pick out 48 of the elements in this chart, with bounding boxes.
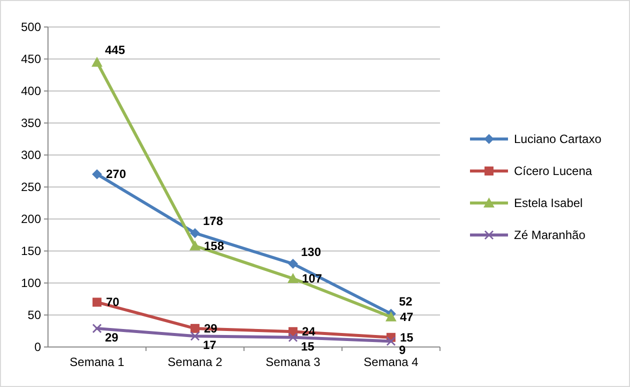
data-label: 158 (204, 238, 224, 253)
data-label: 24 (302, 324, 316, 339)
data-label: 70 (106, 295, 120, 310)
y-tick-label: 200 (20, 212, 42, 226)
x-tick-label: Semana 1 (70, 355, 125, 369)
data-label: 47 (400, 310, 414, 324)
point (386, 311, 396, 322)
y-tick-label: 350 (20, 116, 42, 130)
point (386, 336, 396, 346)
data-label: 178 (203, 214, 224, 228)
point (190, 331, 200, 341)
x-tick-label: Semana 3 (266, 355, 321, 369)
data-label: 29 (105, 330, 119, 344)
y-tick-label: 500 (20, 20, 42, 34)
y-tick-label: 250 (20, 180, 42, 194)
y-tick-label: 100 (20, 276, 42, 290)
data-label: 9 (399, 343, 406, 358)
data-label: 445 (105, 43, 126, 58)
data-label: 15 (400, 330, 414, 344)
legend-label: Cícero Lucena (514, 164, 592, 178)
point (288, 273, 298, 284)
y-tick-label: 150 (20, 244, 42, 258)
data-label: 29 (204, 321, 218, 336)
data-label: 107 (302, 272, 322, 286)
x-tick-label: Semana 4 (364, 355, 419, 369)
data-label: 52 (399, 294, 413, 309)
legend-label: Luciano Cartaxo (514, 132, 602, 146)
data-label: 130 (301, 244, 322, 259)
y-tick-label: 450 (20, 52, 42, 66)
data-label: 270 (106, 167, 126, 182)
y-tick-label: 300 (20, 148, 42, 162)
x-tick-label: Semana 2 (168, 355, 223, 369)
point (92, 56, 102, 67)
point (92, 169, 102, 180)
legend-label: Zé Maranhão (514, 228, 586, 242)
legend-label: Estela Isabel (514, 196, 583, 210)
y-tick-label: 0 (34, 340, 42, 354)
data-label: 15 (301, 339, 315, 354)
y-tick-label: 50 (28, 308, 42, 322)
point (288, 332, 298, 342)
point (190, 228, 200, 238)
point (92, 298, 102, 307)
point (92, 324, 102, 334)
data-label: 17 (203, 338, 217, 352)
point (190, 324, 200, 333)
y-tick-label: 400 (20, 84, 42, 98)
point (190, 240, 200, 250)
point (288, 258, 298, 269)
